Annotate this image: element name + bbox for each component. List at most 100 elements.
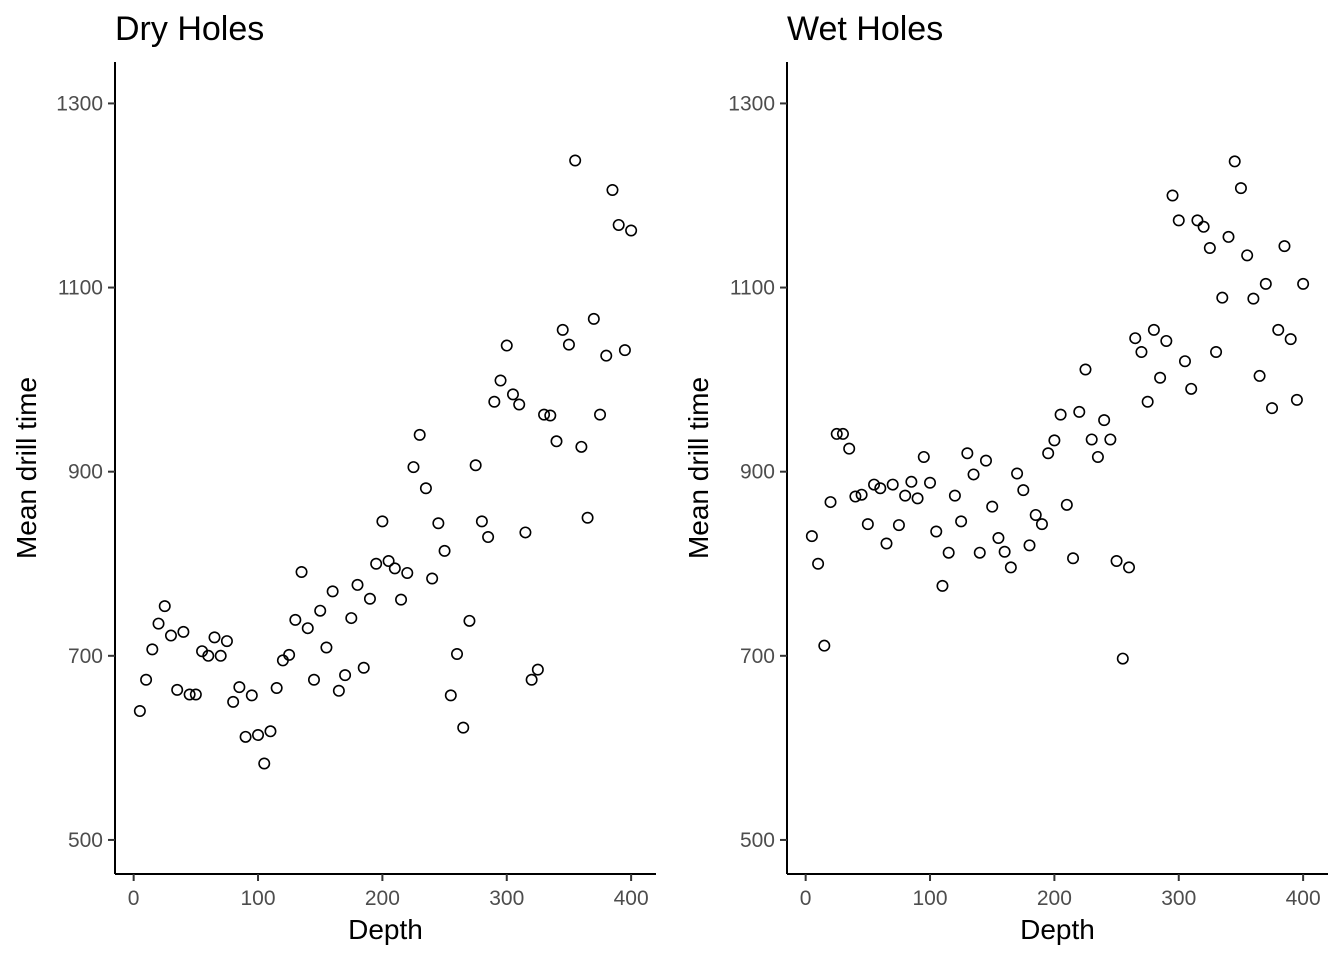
y-tick-label: 1100: [730, 277, 775, 300]
data-point: [1110, 554, 1123, 567]
data-point: [986, 500, 999, 513]
data-point: [550, 435, 563, 448]
x-tick-label: 300: [1161, 887, 1196, 910]
x-tick-label: 200: [1037, 887, 1072, 910]
data-point: [1210, 345, 1223, 358]
data-point: [924, 476, 937, 489]
data-point: [426, 572, 439, 585]
data-point: [1234, 182, 1247, 195]
data-point: [407, 461, 420, 474]
data-point: [202, 649, 215, 662]
data-point: [936, 579, 949, 592]
data-point: [475, 515, 488, 528]
data-point: [1278, 240, 1291, 253]
data-point: [1290, 393, 1303, 406]
data-point: [488, 395, 501, 408]
data-point: [1054, 408, 1067, 421]
data-point: [824, 496, 837, 509]
data-point: [843, 442, 856, 455]
data-point: [1042, 447, 1055, 460]
y-tick-label: 1100: [58, 277, 103, 300]
data-point: [1129, 332, 1142, 345]
data-point: [830, 427, 843, 440]
data-point: [444, 689, 457, 702]
data-point: [880, 537, 893, 550]
data-point: [600, 349, 613, 362]
data-point: [494, 374, 507, 387]
data-point: [133, 705, 146, 718]
data-point: [1241, 249, 1254, 262]
data-point: [1259, 277, 1272, 290]
x-tick-label: 100: [912, 887, 947, 910]
data-point: [805, 530, 818, 543]
data-point: [438, 544, 451, 557]
data-point: [1011, 467, 1024, 480]
data-point: [482, 531, 495, 544]
data-point: [1147, 323, 1160, 336]
data-point: [544, 409, 557, 422]
data-point: [451, 647, 464, 660]
data-point: [239, 730, 252, 743]
data-point: [836, 427, 849, 440]
x-tick-label: 0: [800, 887, 812, 910]
data-point: [183, 688, 196, 701]
data-point: [320, 641, 333, 654]
data-point: [1160, 334, 1173, 347]
x-axis-label: Depth: [1020, 914, 1095, 945]
data-point: [581, 511, 594, 524]
data-point: [395, 593, 408, 606]
data-point: [513, 398, 526, 411]
data-point: [233, 681, 246, 694]
data-point: [1272, 323, 1285, 336]
data-point: [220, 635, 233, 648]
data-point: [463, 614, 476, 627]
data-point: [314, 604, 327, 617]
data-point: [140, 673, 153, 686]
data-point: [849, 490, 862, 503]
data-point: [158, 600, 171, 613]
data-point: [556, 323, 569, 336]
data-point: [979, 454, 992, 467]
data-point: [569, 154, 582, 167]
data-point: [1197, 220, 1210, 233]
data-point: [469, 459, 482, 472]
data-point: [432, 517, 445, 530]
data-point: [326, 585, 339, 598]
data-point: [955, 515, 968, 528]
data-point: [146, 643, 159, 656]
y-tick-label: 700: [68, 645, 103, 668]
data-point: [1228, 155, 1241, 168]
y-tick-label: 900: [68, 461, 103, 484]
data-point: [152, 617, 165, 630]
data-point: [276, 654, 289, 667]
data-point: [531, 663, 544, 676]
data-point: [177, 625, 190, 638]
data-point: [1004, 561, 1017, 574]
y-tick-label: 900: [740, 461, 775, 484]
data-point: [345, 612, 358, 625]
data-point: [264, 725, 277, 738]
data-point: [1284, 333, 1297, 346]
data-point: [252, 728, 265, 741]
data-point: [245, 689, 258, 702]
data-point: [164, 629, 177, 642]
data-point: [1067, 552, 1080, 565]
data-point: [171, 683, 184, 696]
data-point: [587, 312, 600, 325]
data-point: [351, 578, 364, 591]
data-point: [886, 478, 899, 491]
data-point: [861, 518, 874, 531]
data-point: [818, 639, 831, 652]
y-tick-label: 1300: [56, 92, 103, 115]
data-point: [538, 408, 551, 421]
data-point: [1091, 450, 1104, 463]
data-point: [401, 566, 414, 579]
x-tick-label: 300: [489, 887, 524, 910]
data-point: [1060, 498, 1073, 511]
data-point: [1079, 363, 1092, 376]
data-point: [1116, 652, 1129, 665]
data-point: [942, 546, 955, 559]
data-point: [289, 613, 302, 626]
data-point: [917, 450, 930, 463]
